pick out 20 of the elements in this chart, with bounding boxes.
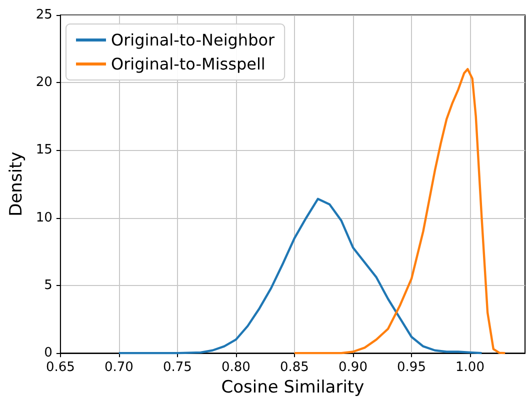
legend-label: Original-to-Neighbor [111, 30, 276, 50]
x-axis-title: Cosine Similarity [221, 378, 364, 398]
legend-label: Original-to-Misspell [111, 54, 266, 74]
y-axis-title: Density [6, 152, 26, 216]
y-tick-label: 0 [44, 346, 52, 361]
x-tick-label: 0.80 [221, 360, 250, 376]
x-tick-label: 0.75 [162, 360, 192, 376]
line-series [118, 198, 483, 354]
y-tick-label: 25 [36, 8, 52, 22]
x-tick-label: 0.65 [46, 360, 75, 376]
y-tick-label: 15 [36, 142, 52, 158]
x-tick-label: 0.85 [280, 360, 309, 376]
y-tick-label: 5 [44, 278, 52, 293]
x-tick-label: 0.70 [104, 360, 134, 376]
x-tick-label: 0.95 [397, 360, 426, 376]
x-tick-label: 1.00 [456, 360, 484, 376]
y-tick-label: 10 [36, 210, 52, 226]
x-tick-label: 0.90 [338, 360, 368, 376]
line-series [293, 68, 506, 354]
y-tick-label: 20 [36, 75, 52, 90]
